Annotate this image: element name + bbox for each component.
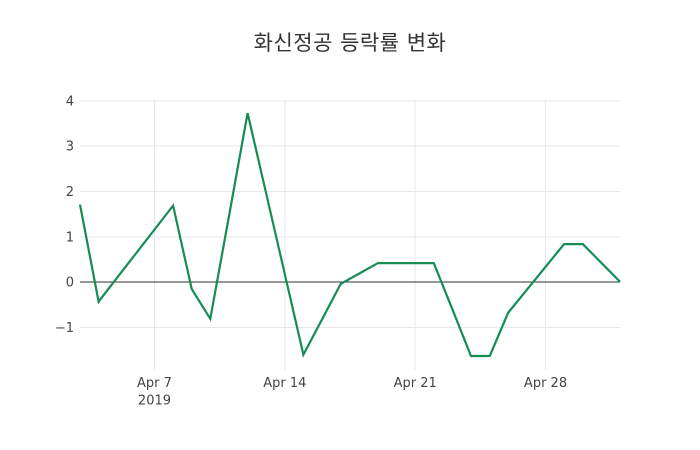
x-tick-label: Apr 21	[394, 376, 437, 391]
y-tick-label: 4	[66, 94, 74, 109]
x-tick-label: Apr 7	[137, 376, 172, 391]
y-tick-label: 3	[66, 140, 74, 155]
x-tick-label: Apr 28	[524, 376, 567, 391]
price-change-line	[78, 112, 621, 358]
y-tick-label: 0	[66, 276, 74, 291]
chart-title: 화신정공 등락률 변화	[253, 31, 447, 55]
x-tick-label: Apr 14	[263, 376, 306, 391]
x-tick-year-label: 2019	[138, 394, 171, 409]
y-tick-label: 2	[66, 185, 74, 200]
y-tick-label: 1	[66, 230, 74, 245]
y-tick-label: −1	[55, 321, 74, 336]
